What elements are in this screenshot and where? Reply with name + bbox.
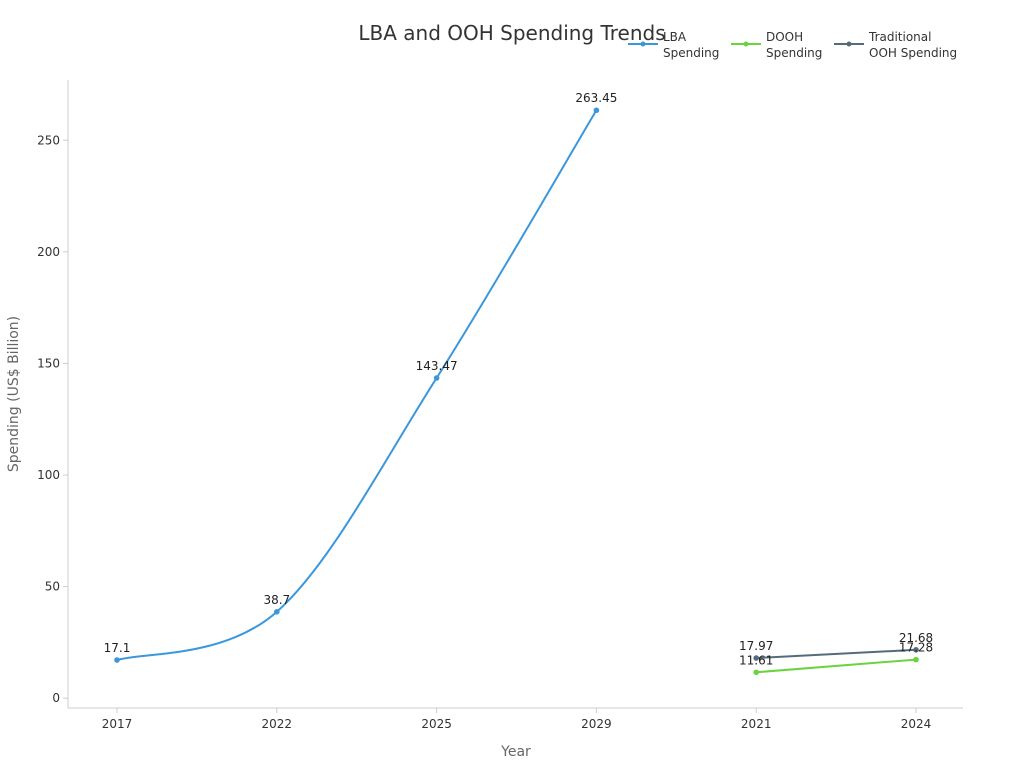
y-tick-label: 0: [52, 691, 60, 705]
data-point-lba-spending[interactable]: [433, 375, 440, 381]
data-label-lba-spending: 263.45: [575, 91, 617, 105]
axes: 0 50 100 150 200 250 2017 2022 2025 2029 2021 2024: [37, 80, 963, 731]
legend-item-traditional-ooh-spending[interactable]: Traditional OOH Spending: [834, 30, 957, 60]
series-line-lba-spending: [116, 109, 598, 661]
chart-title: LBA and OOH Spending Trends: [358, 21, 665, 45]
data-point-traditional-ooh-spending[interactable]: [913, 646, 919, 653]
data-label-lba-spending: 17.1: [104, 641, 131, 655]
series-layer: [114, 107, 919, 676]
data-point-dooh-spending[interactable]: [913, 656, 919, 663]
x-tick-label: 2017: [102, 717, 133, 731]
data-label-lba-spending: 143.47: [416, 359, 458, 373]
y-tick-label: 150: [37, 356, 60, 370]
legend-swatch-marker: [640, 41, 646, 47]
legend-item-dooh-spending[interactable]: DOOH Spending: [731, 30, 822, 60]
y-tick-label: 50: [45, 580, 60, 594]
legend: LBA Spending DOOH Spending Traditional OOH Sp…: [628, 30, 957, 60]
series-line-traditional-ooh-spending: [756, 648, 917, 660]
legend-swatch-marker: [846, 41, 852, 47]
data-label-dooh-spending: 17.28: [899, 641, 933, 655]
data-labels: 17.1 38.7 143.47 263.45 11.61 17.28 17.97 21.68: [104, 91, 934, 667]
legend-label: Traditional OOH Spending: [868, 30, 957, 60]
data-point-lba-spending[interactable]: [593, 107, 600, 114]
x-axis-title: Year: [500, 744, 531, 760]
legend-label: DOOH Spending: [766, 30, 822, 60]
x-tick-label: 2025: [421, 717, 452, 731]
y-tick-label: 250: [37, 133, 60, 147]
y-tick-label: 200: [37, 245, 60, 259]
data-label-dooh-spending: 11.61: [739, 653, 773, 667]
data-label-traditional-ooh-spending: 21.68: [899, 631, 933, 645]
data-point-traditional-ooh-spending[interactable]: [753, 655, 759, 661]
x-tick-label: 2029: [581, 717, 612, 731]
legend-item-lba-spending[interactable]: LBA Spending: [628, 30, 719, 60]
x-tick-label: 2021: [741, 717, 772, 731]
legend-label: LBA Spending: [663, 30, 719, 60]
y-tick-label: 100: [37, 468, 60, 482]
x-tick-label: 2024: [901, 717, 932, 731]
legend-swatch-marker: [743, 41, 749, 47]
x-tick-label: 2022: [262, 717, 293, 731]
y-axis-title: Spending (US$ Billion): [6, 316, 22, 472]
data-point-lba-spending[interactable]: [274, 609, 280, 615]
data-point-lba-spending[interactable]: [114, 657, 120, 663]
data-label-lba-spending: 38.7: [263, 593, 290, 607]
data-label-traditional-ooh-spending: 17.97: [739, 639, 773, 653]
data-point-dooh-spending[interactable]: [753, 669, 759, 676]
series-line-dooh-spending: [756, 658, 917, 674]
